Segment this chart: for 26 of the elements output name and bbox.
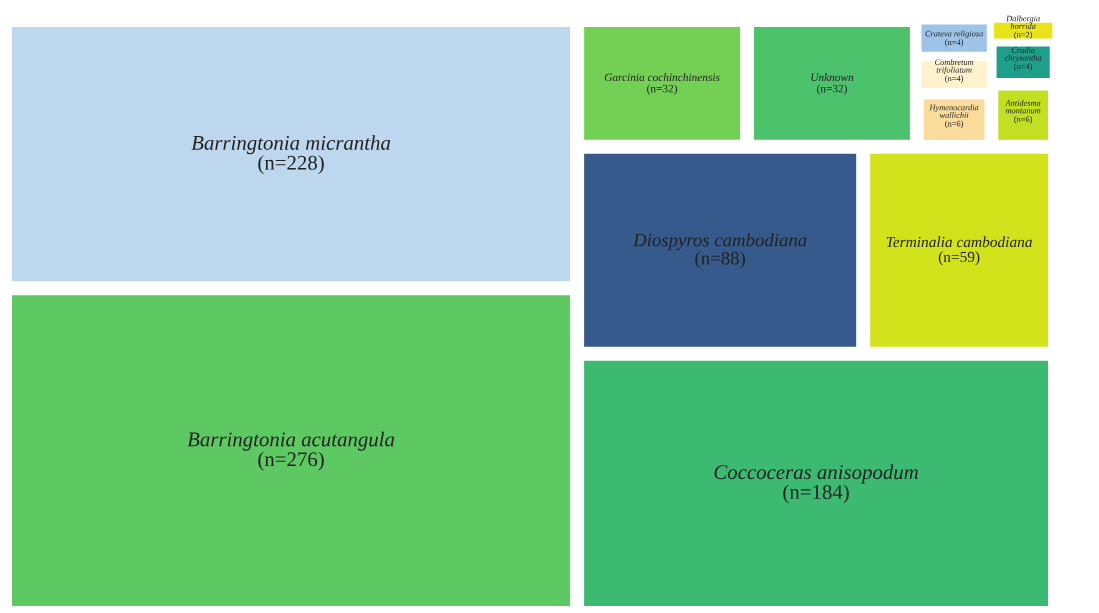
data-label: (n=4)	[945, 75, 964, 83]
category-label: Dalbergia horrida	[1006, 15, 1040, 29]
data-label: (n=4)	[1014, 63, 1033, 71]
data-label: (n=276)	[258, 451, 324, 471]
data-label: (n=6)	[945, 120, 964, 129]
category-label: Garcinia cochinchinensis	[604, 73, 720, 82]
category-label: Hymenocardia wallichii	[929, 104, 979, 118]
data-label: (n=88)	[695, 251, 745, 269]
category-label: Coccoceras anisopodum	[714, 464, 918, 484]
category-label: Barringtonia micrantha	[191, 135, 391, 155]
category-label: Combretum trifoliatum	[935, 59, 974, 75]
category-label: Terminalia cambodiana	[886, 236, 1032, 248]
data-label: (n=184)	[783, 484, 849, 504]
data-label: (n=6)	[1014, 116, 1033, 124]
data-label: (n=228)	[258, 155, 324, 175]
data-label: (n=4)	[945, 39, 964, 47]
data-label: (n=32)	[817, 84, 847, 95]
category-label: Unknown	[811, 73, 854, 82]
category-label: Barringtonia acutangula	[187, 431, 395, 451]
category-label: Crateva religiosa	[925, 30, 983, 39]
data-label: (n=2)	[1014, 31, 1033, 40]
data-label: (n=32)	[647, 84, 678, 95]
category-label: Diospyros cambodiana	[632, 233, 807, 251]
category-label: Crudia chrysantha	[1004, 47, 1042, 63]
data-label: (n=59)	[938, 251, 980, 266]
category-label: Antidesma montanum	[1005, 99, 1041, 114]
